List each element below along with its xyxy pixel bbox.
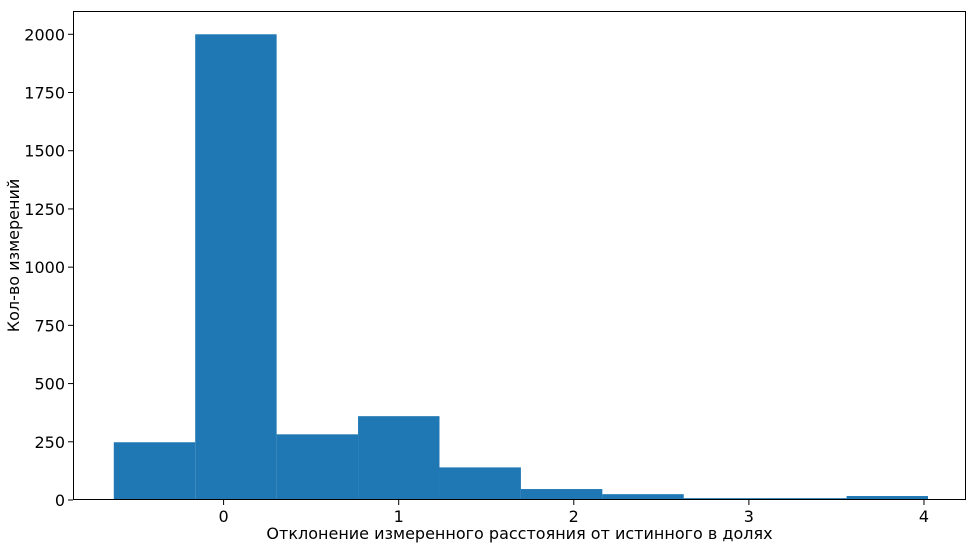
histogram-bar <box>520 489 603 500</box>
x-tick-label: 1 <box>394 507 404 526</box>
histogram-bar <box>195 34 277 501</box>
y-tick-label: 1500 <box>24 142 65 161</box>
y-axis-ticks: 0 250 500 750 1000 1250 1500 1750 2000 <box>24 25 73 510</box>
x-axis-label: Отклонение измеренного расстояния от ист… <box>266 524 772 543</box>
bars-layer <box>113 34 929 501</box>
histogram-bar <box>846 496 929 500</box>
x-axis-ticks: 0 1 2 3 4 <box>218 500 929 526</box>
y-tick-label: 750 <box>34 316 65 335</box>
x-tick-label: 3 <box>744 507 754 526</box>
histogram-bar <box>358 416 440 500</box>
x-tick-label: 2 <box>569 507 579 526</box>
y-tick-label: 2000 <box>24 25 65 44</box>
y-tick-label: 1750 <box>24 84 65 103</box>
histogram-bar <box>113 442 196 500</box>
histogram-bar <box>602 494 684 500</box>
y-tick-label: 0 <box>55 491 65 510</box>
x-tick-label: 0 <box>218 507 228 526</box>
y-tick-label: 250 <box>34 433 65 452</box>
plot-frame <box>73 11 966 500</box>
x-tick-label: 4 <box>919 507 929 526</box>
histogram-bar <box>439 467 521 500</box>
y-tick-label: 500 <box>34 375 65 394</box>
y-tick-label: 1250 <box>24 200 65 219</box>
y-tick-label: 1000 <box>24 258 65 277</box>
histogram-bar <box>276 434 359 500</box>
y-axis-label: Кол-во измерений <box>4 179 23 333</box>
